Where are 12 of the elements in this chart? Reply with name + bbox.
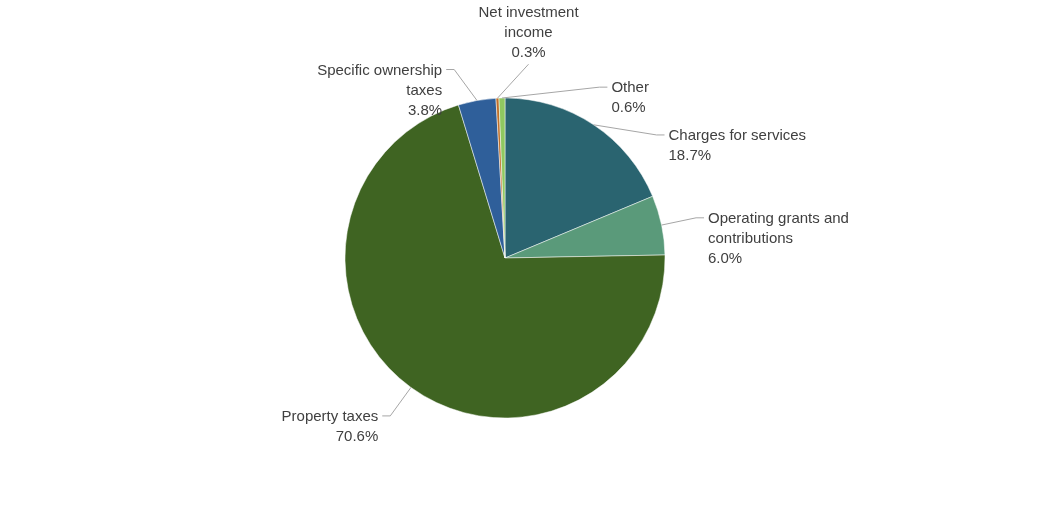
- slice-label: Charges for services: [668, 125, 807, 143]
- data-label: 0.6%: [611, 98, 646, 116]
- slice-label: Net investment income: [478, 3, 580, 41]
- slice-label: Property taxes: [281, 406, 379, 424]
- data-label: 70.6%: [335, 426, 379, 444]
- data-label: 6.0%: [708, 248, 743, 266]
- data-label: 3.8%: [408, 100, 443, 118]
- data-label: 0.3%: [511, 43, 546, 61]
- slice-label: Specific ownership taxes: [317, 60, 443, 98]
- slice-label: Other: [611, 78, 649, 96]
- slice-label: Operating grants and contributions: [708, 208, 849, 246]
- data-label: 18.7%: [668, 145, 712, 163]
